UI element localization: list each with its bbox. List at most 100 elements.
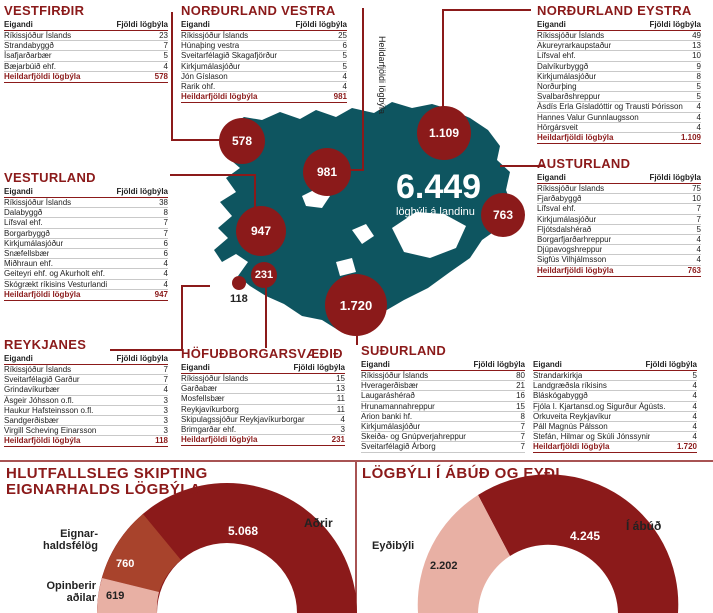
total-value: 578 xyxy=(154,71,168,81)
bubble-hofudborgarsvaedid: 231 xyxy=(251,262,277,288)
table-row: Orkuveita Reykjavíkur 4 xyxy=(533,411,697,423)
sudurland-right-column: Eigandi Fjöldi lögbýla Strandarkirkja 5 Land… xyxy=(533,358,697,454)
owner-count: 4 xyxy=(692,411,697,421)
bubble-vestfirdir: 578 xyxy=(219,118,265,164)
owner-count: 23 xyxy=(159,31,168,40)
owner-count: 4 xyxy=(692,381,697,391)
donut-segment-eydibyli xyxy=(417,495,510,613)
header-count: Fjöldi lögbýla xyxy=(116,354,168,363)
owner-count: 10 xyxy=(692,194,701,204)
ownership-title: HLUTFALLSLEG SKIPTING EIGNARHALDS LÖGBÝL… xyxy=(6,465,208,498)
ownership-donut xyxy=(97,483,357,613)
owner-name: Strandabyggð xyxy=(4,41,54,51)
owner-name: Lífsval ehf. xyxy=(537,204,576,214)
owner-count: 11 xyxy=(336,394,345,404)
table-row: Kirkjumálasjóður 5 xyxy=(181,62,347,72)
table-row: Fljótsdalshérað 5 xyxy=(537,225,701,236)
owner-count: 4 xyxy=(696,112,701,122)
total-value: 763 xyxy=(687,265,701,275)
table-row: Brimgarðar ehf. 3 xyxy=(181,425,345,436)
occupancy-title: LÖGBÝLI Í ÁBÚÐ OG EYÐI xyxy=(362,465,560,482)
owner-count: 75 xyxy=(692,184,701,193)
region-reykjanes: REYKJANES Eigandi Fjöldi lögbýla Ríkissjóðu… xyxy=(4,338,168,448)
table-row: Ríkissjóður Íslands 7 xyxy=(4,365,168,376)
owner-count: 6 xyxy=(163,249,168,259)
owner-count: 7 xyxy=(163,218,168,228)
owner-count: 6 xyxy=(342,41,347,51)
total-row: Heildarfjöldi lögbýla 1.109 xyxy=(537,133,701,145)
owner-name: Kirkjumálasjóður xyxy=(361,422,421,432)
label-adrir: Aðrir xyxy=(304,516,333,530)
owner-count: 7 xyxy=(163,375,168,385)
table-row: Garðabær 13 xyxy=(181,384,345,395)
owner-count: 7 xyxy=(520,422,525,432)
total-label: Heildarfjöldi lögbýla xyxy=(537,265,614,275)
owner-name: Sveitarfélagið Skagafjörður xyxy=(181,51,278,61)
glacier-shape xyxy=(392,212,466,258)
owner-name: Ríkissjóður Íslands xyxy=(4,198,72,207)
table-row: Ríkissjóður Íslands 49 xyxy=(537,31,701,42)
value-adrir: 5.068 xyxy=(228,524,259,538)
total-row: Heildarfjöldi lögbýla 763 xyxy=(537,266,701,277)
region-title: AUSTURLAND xyxy=(537,156,631,171)
total-value: 1.720 xyxy=(676,442,697,452)
total-label: Heildarfjöldi lögbýla xyxy=(4,436,81,446)
header-owner: Eigandi xyxy=(181,363,210,372)
owner-count: 4 xyxy=(692,391,697,401)
owner-count: 4 xyxy=(340,414,345,424)
owner-count: 8 xyxy=(696,71,701,81)
region-hofudborgarsvaedid: HÖFUÐBORGARSVÆÐIÐ Eigandi Fjöldi lögbýla Rí… xyxy=(181,347,345,447)
table-header: Eigandi Fjöldi lögbýla xyxy=(4,18,168,31)
connector-line xyxy=(171,12,226,141)
table-row: Kirkjumálasjóður 8 xyxy=(537,71,701,83)
owner-count: 4 xyxy=(692,401,697,411)
table-row: Sveitarfélagið Skagafjörður 5 xyxy=(181,51,347,62)
owner-name: Húnaþing vestra xyxy=(181,41,240,51)
table-header: Eigandi Fjöldi lögbýla xyxy=(4,352,168,365)
owner-count: 4 xyxy=(163,61,168,71)
table-row: Ríkissjóður Íslands 15 xyxy=(181,374,345,385)
bubble-nordurland-vestra: 981 xyxy=(303,148,351,196)
total-label: Heildarfjöldi lögbýla xyxy=(533,442,610,452)
table-row: Haukur Hafsteinsson o.fl. 3 xyxy=(4,406,168,417)
table-header: Eigandi Fjöldi lögbýla xyxy=(361,358,525,371)
header-owner: Eigandi xyxy=(533,360,562,369)
owner-name: Mosfellsbær xyxy=(181,394,225,404)
owner-name: Sveitarfélagið Garður xyxy=(4,375,80,385)
owner-name: Fjóla I. Kjartansd.og Sigurður Ágústs. xyxy=(533,401,666,411)
owner-count: 4 xyxy=(696,122,701,132)
value-opinberir: 619 xyxy=(106,590,125,602)
header-owner: Eigandi xyxy=(361,360,390,369)
owner-name: Ísafjarðarbær xyxy=(4,51,52,61)
table-row: Lífsval ehf. 7 xyxy=(4,218,168,229)
owner-count: 25 xyxy=(338,31,347,40)
total-row: Heildarfjöldi lögbýla 118 xyxy=(4,436,168,448)
bubble-reykjanes xyxy=(232,276,246,290)
label-eignarhaldsfelog: Eignar- haldsfélög xyxy=(42,528,98,552)
bubble-vesturland: 947 xyxy=(236,206,286,256)
table-row: Skipulagssjóður Reykjavíkurborgar 4 xyxy=(181,414,345,426)
owner-name: Ásdís Erla Gísladóttir og Trausti Þóriss… xyxy=(537,102,683,112)
table-header: Eigandi Fjöldi lögbýla xyxy=(181,18,347,31)
header-count: Fjöldi lögbýla xyxy=(116,20,168,29)
owner-count: 21 xyxy=(516,381,525,391)
total-value: 1.109 xyxy=(680,133,701,143)
table-row: Ríkissjóður Íslands 38 xyxy=(4,198,168,209)
owner-count: 16 xyxy=(516,391,525,401)
owner-count: 7 xyxy=(163,365,168,374)
header-count: Fjöldi lögbýla xyxy=(293,363,345,372)
table-row: Sandgerðisbær 3 xyxy=(4,416,168,427)
region-title: NORÐURLAND VESTRA xyxy=(181,3,336,18)
table-header: Eigandi Fjöldi lögbýla xyxy=(4,185,168,198)
owner-name: Lífsval ehf. xyxy=(4,218,43,228)
owner-name: Sveitarfélagið Árborg xyxy=(361,442,436,452)
connector-line xyxy=(110,285,210,351)
owner-name: Arion banki hf. xyxy=(361,411,413,421)
bubble-nordurland-eystra: 1.109 xyxy=(417,106,471,160)
bubble-austurland: 763 xyxy=(481,193,525,237)
owner-count: 5 xyxy=(342,61,347,71)
total-value: 981 xyxy=(333,92,347,102)
table-row: Ásdís Erla Gísladóttir og Trausti Þóriss… xyxy=(537,102,701,113)
owner-count: 4 xyxy=(342,71,347,81)
table-row: Ríkissjóður Íslands 25 xyxy=(181,31,347,42)
